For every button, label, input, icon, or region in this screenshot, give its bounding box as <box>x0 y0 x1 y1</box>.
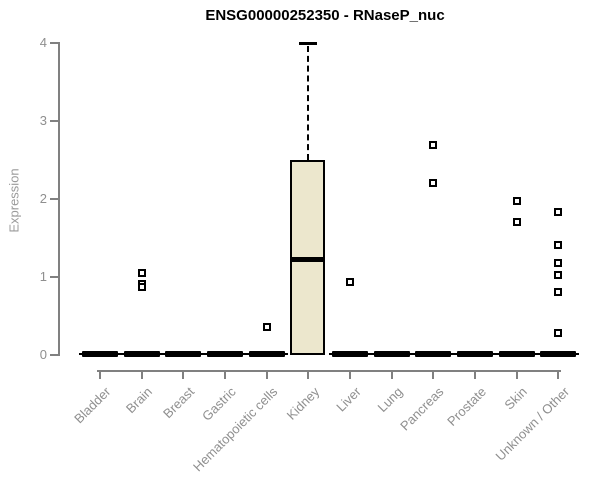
x-tick-label: Prostate <box>443 384 489 429</box>
boxplot-flat <box>331 351 368 357</box>
outlier-point <box>429 179 438 188</box>
y-tick-label: 0 <box>39 347 47 362</box>
y-tick <box>50 198 58 200</box>
boxplot-flat <box>498 351 535 357</box>
outlier-point <box>429 141 438 150</box>
x-tick-label: Pancreas <box>397 384 447 434</box>
boxplot-flat <box>540 351 577 357</box>
x-tick <box>182 371 185 379</box>
x-tick <box>99 371 101 379</box>
boxplot-flat <box>248 351 285 357</box>
boxplot-flat <box>456 351 493 357</box>
outlier-point <box>137 269 146 278</box>
y-axis-line <box>58 42 60 356</box>
y-tick-label: 2 <box>39 191 47 206</box>
boxplot-flat <box>165 351 202 357</box>
x-tick <box>348 371 351 379</box>
boxplot-flat <box>82 351 118 357</box>
y-tick-label: 1 <box>39 269 47 284</box>
x-tick-label: Bladder <box>71 384 114 427</box>
boxplot-flat <box>373 351 410 357</box>
y-tick <box>50 276 58 278</box>
outlier-point <box>554 329 563 338</box>
outlier-point <box>554 270 563 279</box>
x-tick-label: Brain <box>123 384 156 417</box>
chart-title: ENSG00000252350 - RNaseP_nuc <box>205 7 445 24</box>
x-tick <box>515 371 518 379</box>
x-tick <box>140 371 143 379</box>
x-tick <box>473 371 476 379</box>
outlier-point <box>345 277 354 286</box>
y-tick <box>50 354 58 356</box>
x-tick <box>390 371 393 379</box>
x-tick <box>223 371 226 379</box>
boxplot-flat <box>415 351 452 357</box>
outlier-point <box>512 197 521 206</box>
y-tick-label: 4 <box>39 35 47 50</box>
x-tick <box>265 371 268 379</box>
outlier-point <box>554 208 563 217</box>
boxplot-flat <box>123 351 160 357</box>
x-tick-label: Kidney <box>283 384 322 423</box>
x-tick-label: Breast <box>159 384 197 422</box>
x-tick <box>557 371 560 379</box>
outlier-point <box>137 283 146 292</box>
x-axis-line <box>97 370 561 372</box>
y-tick <box>50 42 58 44</box>
y-tick-label: 3 <box>39 113 47 128</box>
x-tick-label: Unknown / Other <box>492 384 572 464</box>
outlier-point <box>554 287 563 296</box>
x-tick <box>307 371 310 379</box>
outlier-point <box>262 322 271 331</box>
outlier-point <box>554 241 563 250</box>
x-tick-label: Lung <box>374 384 406 416</box>
outlier-point <box>554 258 563 267</box>
x-tick <box>432 371 435 379</box>
boxplot-median <box>290 257 326 263</box>
boxplot-flat <box>206 351 243 357</box>
x-tick-label: Liver <box>333 384 364 415</box>
outlier-point <box>512 218 521 227</box>
x-tick-label: Skin <box>501 384 531 413</box>
boxplot-whisker-cap <box>299 42 318 45</box>
boxplot-whisker <box>307 46 310 160</box>
x-tick-label: Gastric <box>198 384 239 424</box>
y-tick <box>50 120 58 122</box>
